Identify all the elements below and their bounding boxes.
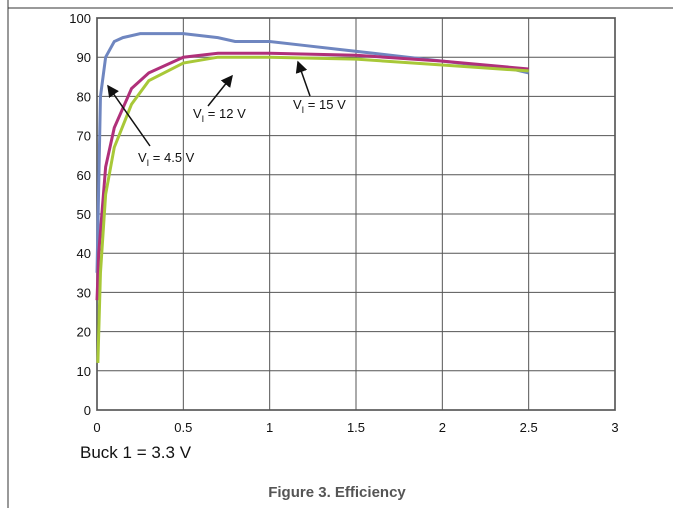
annotation: VI = 12 V xyxy=(193,106,246,124)
y-tick-label: 80 xyxy=(77,89,91,104)
annotation-suffix: = 15 V xyxy=(304,97,346,112)
annotation-subscript: I xyxy=(147,158,150,168)
x-tick-label: 1.5 xyxy=(347,420,365,435)
x-tick-label: 0 xyxy=(93,420,100,435)
annotation-subscript: I xyxy=(202,114,205,124)
annotation-arrow xyxy=(295,60,311,97)
annotation: VI = 4.5 V xyxy=(138,150,195,168)
y-tick-label: 70 xyxy=(77,129,91,144)
annotation-arrow xyxy=(207,74,233,107)
annotation-prefix: V xyxy=(138,150,147,165)
x-tick-label: 3 xyxy=(611,420,618,435)
x-tick-label: 0.5 xyxy=(174,420,192,435)
caption: Buck 1 = 3.3 V xyxy=(80,443,192,462)
y-tick-label: 60 xyxy=(77,168,91,183)
x-tick-label: 2.5 xyxy=(520,420,538,435)
series-line xyxy=(95,51,529,301)
annotation: VI = 15 V xyxy=(293,97,346,115)
y-tick-label: 20 xyxy=(77,325,91,340)
figure-title: Figure 3. Efficiency xyxy=(268,484,406,501)
x-tick-label: 2 xyxy=(439,420,446,435)
annotation-arrow xyxy=(107,84,151,147)
y-tick-label: 0 xyxy=(84,403,91,418)
y-tick-label: 10 xyxy=(77,364,91,379)
annotation-suffix: = 4.5 V xyxy=(149,150,194,165)
y-tick-label: 50 xyxy=(77,207,91,222)
annotation-prefix: V xyxy=(293,97,302,112)
annotation-suffix: = 12 V xyxy=(204,106,246,121)
x-tick-label: 1 xyxy=(266,420,273,435)
annotation-prefix: V xyxy=(193,106,202,121)
y-tick-label: 100 xyxy=(69,11,91,26)
y-tick-label: 40 xyxy=(77,246,91,261)
series-line xyxy=(96,55,529,364)
y-tick-label: 90 xyxy=(77,50,91,65)
annotation-subscript: I xyxy=(302,105,305,115)
y-tick-label: 30 xyxy=(77,285,91,300)
